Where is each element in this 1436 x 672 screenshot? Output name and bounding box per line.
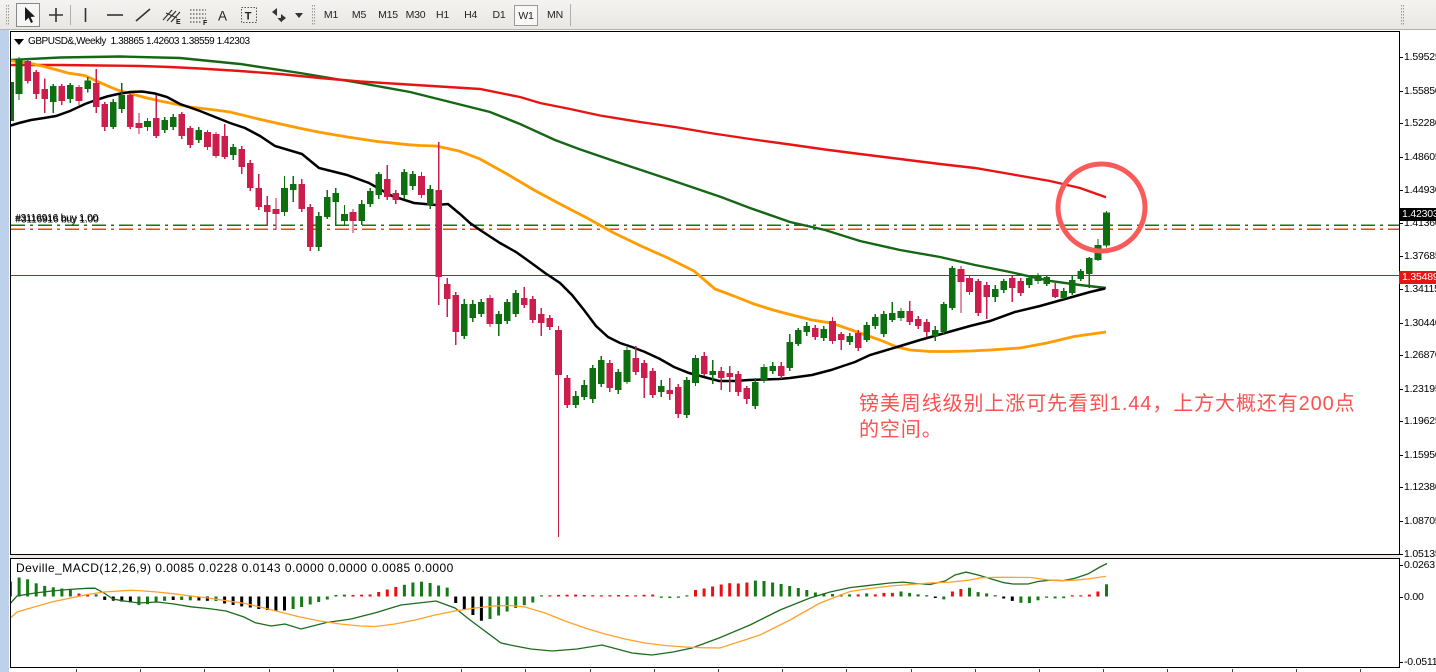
svg-text:T: T	[245, 11, 252, 23]
svg-text:A: A	[218, 9, 227, 24]
svg-text:F: F	[203, 20, 208, 27]
svg-text:#3116916 buy 1.00: #3116916 buy 1.00	[16, 215, 100, 226]
svg-text:#3116916 buy 1.00: #3116916 buy 1.00	[15, 213, 99, 224]
svg-text:E: E	[176, 19, 181, 26]
